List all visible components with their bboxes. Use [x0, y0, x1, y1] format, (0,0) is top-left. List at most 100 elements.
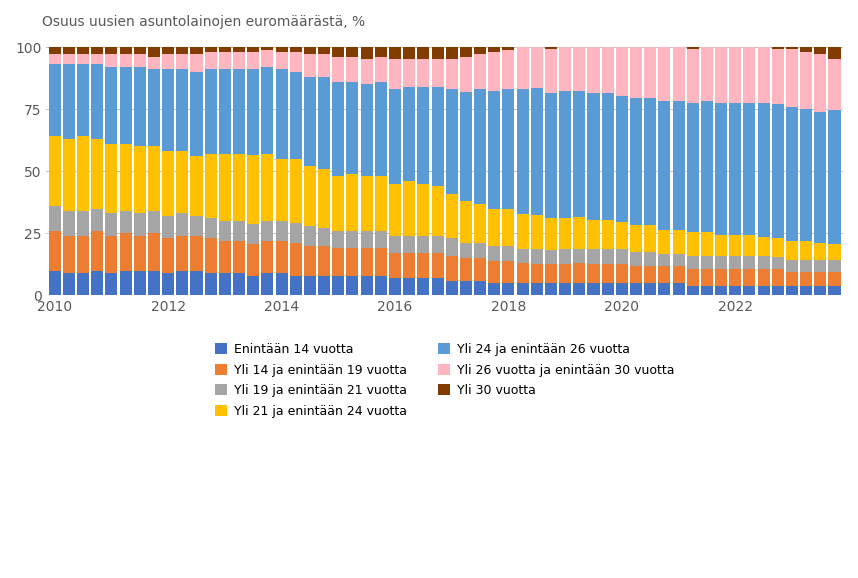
Bar [801, 240, 813, 260]
Bar [247, 47, 259, 52]
Bar [814, 112, 826, 243]
Bar [49, 64, 61, 136]
Bar [559, 249, 571, 264]
Bar [91, 64, 103, 139]
Bar [445, 255, 457, 280]
Bar [49, 231, 61, 271]
Bar [686, 257, 698, 269]
Bar [673, 266, 685, 283]
Bar [673, 47, 685, 101]
Bar [162, 216, 174, 238]
Bar [814, 260, 826, 272]
Bar [531, 47, 543, 88]
Bar [403, 60, 415, 87]
Bar [545, 47, 557, 50]
Bar [673, 229, 685, 254]
Bar [658, 266, 670, 283]
Bar [205, 69, 217, 154]
Bar [488, 209, 500, 246]
Bar [588, 249, 600, 264]
Bar [701, 269, 713, 286]
Bar [432, 60, 444, 87]
Bar [658, 229, 670, 254]
Bar [233, 69, 245, 154]
Bar [347, 57, 359, 82]
Bar [332, 276, 344, 295]
Bar [375, 248, 387, 276]
Bar [432, 236, 444, 253]
Bar [134, 146, 146, 213]
Bar [545, 93, 557, 218]
Bar [190, 54, 202, 72]
Bar [445, 238, 457, 255]
Bar [644, 266, 656, 283]
Bar [318, 169, 330, 228]
Bar [347, 231, 359, 248]
Bar [91, 139, 103, 209]
Bar [474, 258, 486, 280]
Bar [233, 52, 245, 69]
Bar [658, 254, 670, 266]
Bar [545, 283, 557, 295]
Bar [644, 283, 656, 295]
Bar [91, 209, 103, 231]
Bar [63, 211, 75, 236]
Bar [588, 264, 600, 283]
Bar [701, 101, 713, 232]
Bar [332, 82, 344, 176]
Bar [162, 47, 174, 54]
Bar [247, 155, 259, 224]
Bar [460, 57, 472, 92]
Bar [233, 47, 245, 52]
Bar [148, 47, 160, 57]
Bar [701, 257, 713, 269]
Bar [829, 47, 841, 59]
Bar [417, 236, 429, 253]
Bar [77, 64, 89, 136]
Bar [503, 89, 515, 209]
Bar [190, 72, 202, 156]
Bar [63, 47, 75, 54]
Bar [743, 47, 755, 103]
Bar [275, 69, 287, 159]
Bar [389, 253, 401, 278]
Bar [119, 271, 131, 295]
Bar [616, 283, 628, 295]
Bar [275, 241, 287, 273]
Bar [601, 249, 613, 264]
Bar [119, 54, 131, 67]
Bar [205, 218, 217, 238]
Bar [445, 60, 457, 89]
Bar [758, 103, 770, 237]
Bar [304, 246, 316, 276]
Bar [601, 47, 613, 93]
Bar [786, 240, 798, 260]
Bar [233, 273, 245, 295]
Bar [488, 47, 500, 52]
Bar [701, 47, 713, 101]
Bar [262, 47, 274, 50]
Bar [771, 269, 784, 286]
Bar [190, 47, 202, 54]
Bar [360, 176, 372, 231]
Bar [375, 57, 387, 82]
Bar [262, 241, 274, 273]
Bar [559, 91, 571, 217]
Bar [601, 220, 613, 249]
Bar [801, 52, 813, 109]
Bar [134, 54, 146, 67]
Bar [743, 269, 755, 286]
Bar [63, 54, 75, 64]
Bar [588, 93, 600, 220]
Bar [134, 213, 146, 236]
Bar [119, 211, 131, 234]
Bar [247, 244, 259, 276]
Bar [686, 50, 698, 103]
Bar [432, 87, 444, 186]
Bar [205, 273, 217, 295]
Bar [290, 47, 302, 52]
Bar [814, 54, 826, 112]
Bar [403, 87, 415, 181]
Bar [176, 69, 189, 151]
Bar [91, 47, 103, 54]
